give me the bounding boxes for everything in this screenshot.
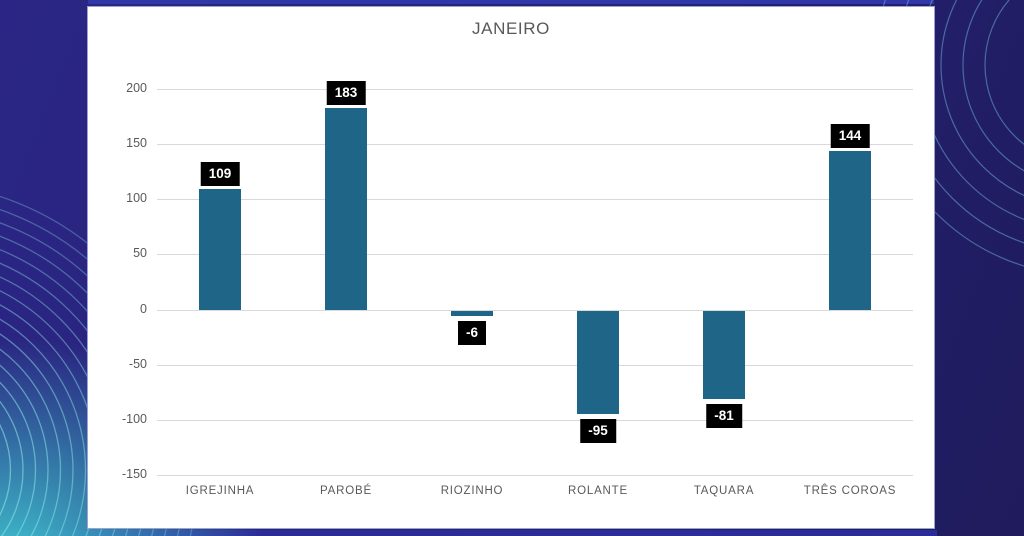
bar-data-label: -95 [580,419,616,444]
arc-circle [962,0,1024,172]
y-axis-tick-label: 0 [140,301,147,316]
arc-circle [984,0,1024,145]
arc-circle [0,333,74,536]
y-axis-tick-label: 150 [126,136,147,151]
y-axis-tick-label: -50 [128,356,147,371]
arc-circle [0,423,12,517]
y-axis-tick-label: 100 [126,191,147,206]
y-axis-tick-label: -150 [121,467,147,481]
chart-title: JANEIRO [472,19,550,38]
x-category-label: TAQUARA [693,485,755,497]
y-axis-tick-label: 200 [126,81,147,95]
x-category-label: TRÊS COROAS [803,485,897,497]
gridline [157,364,913,366]
arc-circle [918,0,1024,221]
bar [703,310,745,399]
gridline [157,89,913,90]
gridline [157,419,913,421]
x-category-label: RIOZINHO [440,485,504,497]
gridline [157,254,913,256]
gridline [157,475,913,476]
bar-data-label: -81 [706,403,742,428]
y-axis-tick-label: 50 [133,246,147,261]
bar [325,107,367,310]
bar [829,150,871,310]
bar-data-label: 109 [200,162,240,187]
arc-circle [0,400,24,536]
y-axis-tick-label: -100 [121,411,147,426]
gridline [157,199,913,201]
bar [199,189,241,310]
bar-data-label: 183 [326,80,366,105]
bar-data-label: 144 [830,123,870,148]
bar [451,310,493,317]
bar [577,310,619,415]
x-category-label: PAROBÉ [320,485,372,497]
gridline [157,309,913,311]
gridline [157,144,913,146]
chart-card: JANEIRO 200 150 100 50 0 -50 -100 -150 109 IGREJI… [88,7,934,528]
arc-circle [940,0,1024,197]
arc-circle [0,348,62,536]
arc-circle [0,381,37,536]
arc-circle [0,364,49,536]
x-category-label: ROLANTE [568,485,628,497]
bar-data-label: -6 [457,321,487,346]
arc-circle [0,318,87,536]
x-category-label: IGREJINHA [185,485,255,497]
